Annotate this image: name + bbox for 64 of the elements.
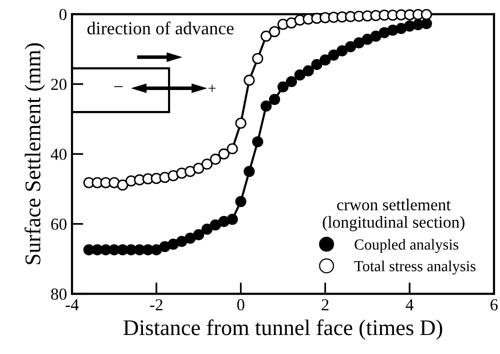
point xyxy=(184,232,196,244)
point xyxy=(260,100,272,112)
y-tick-label: 20 xyxy=(51,78,67,90)
point xyxy=(210,219,222,231)
point xyxy=(370,30,382,42)
point xyxy=(420,8,432,20)
point xyxy=(218,148,230,160)
point xyxy=(176,236,188,247)
annotation: direction of advance xyxy=(87,22,234,34)
y-tick-label: 80 xyxy=(51,288,67,300)
point xyxy=(311,58,322,70)
y-tick-label: 0 xyxy=(59,8,67,20)
x-tick-label: -2 xyxy=(150,299,162,310)
legend-label: Total stress analysis xyxy=(354,260,476,274)
point xyxy=(184,166,196,178)
point xyxy=(244,166,255,178)
point xyxy=(235,196,246,208)
y-tick-label: 40 xyxy=(50,148,67,160)
point xyxy=(210,154,222,165)
x-tick-label: 6 xyxy=(490,299,498,310)
point xyxy=(378,27,390,38)
legend-label: Coupled analysis xyxy=(354,238,458,253)
point xyxy=(244,74,255,86)
point xyxy=(252,53,264,64)
point xyxy=(193,229,204,240)
point xyxy=(286,76,297,88)
point xyxy=(226,214,238,225)
legend-title: crwon settlement (longitudinal section) xyxy=(322,198,464,232)
point xyxy=(150,244,162,256)
point xyxy=(277,81,289,92)
point xyxy=(294,69,306,81)
x-tick-label: 0 xyxy=(237,299,244,310)
y-axis-title: Surface Settlement (mm) xyxy=(24,43,45,264)
point xyxy=(226,143,238,154)
y-tick-label: 60 xyxy=(51,218,67,230)
point xyxy=(344,41,356,52)
x-tick-label: 4 xyxy=(406,299,414,310)
point xyxy=(396,22,407,34)
point xyxy=(286,17,297,28)
point xyxy=(168,170,179,182)
point xyxy=(193,162,204,174)
point xyxy=(108,177,120,188)
annotation: + xyxy=(208,84,216,92)
point xyxy=(362,34,373,45)
point xyxy=(336,45,348,56)
point xyxy=(269,26,280,38)
x-tick-label: 2 xyxy=(322,299,328,310)
point xyxy=(201,224,213,235)
point xyxy=(260,30,272,42)
point xyxy=(328,50,340,61)
point xyxy=(269,94,280,106)
annotation: − xyxy=(114,86,123,88)
x-tick-label: -4 xyxy=(66,299,79,310)
point xyxy=(201,158,213,170)
point xyxy=(117,180,128,191)
point xyxy=(320,54,331,66)
point xyxy=(420,18,432,30)
point xyxy=(168,238,179,250)
point xyxy=(353,37,365,48)
point xyxy=(159,241,170,252)
x-axis-title: Distance from tunnel face (times D) xyxy=(124,319,442,340)
point xyxy=(252,136,264,148)
point xyxy=(302,65,314,76)
point xyxy=(235,118,246,129)
